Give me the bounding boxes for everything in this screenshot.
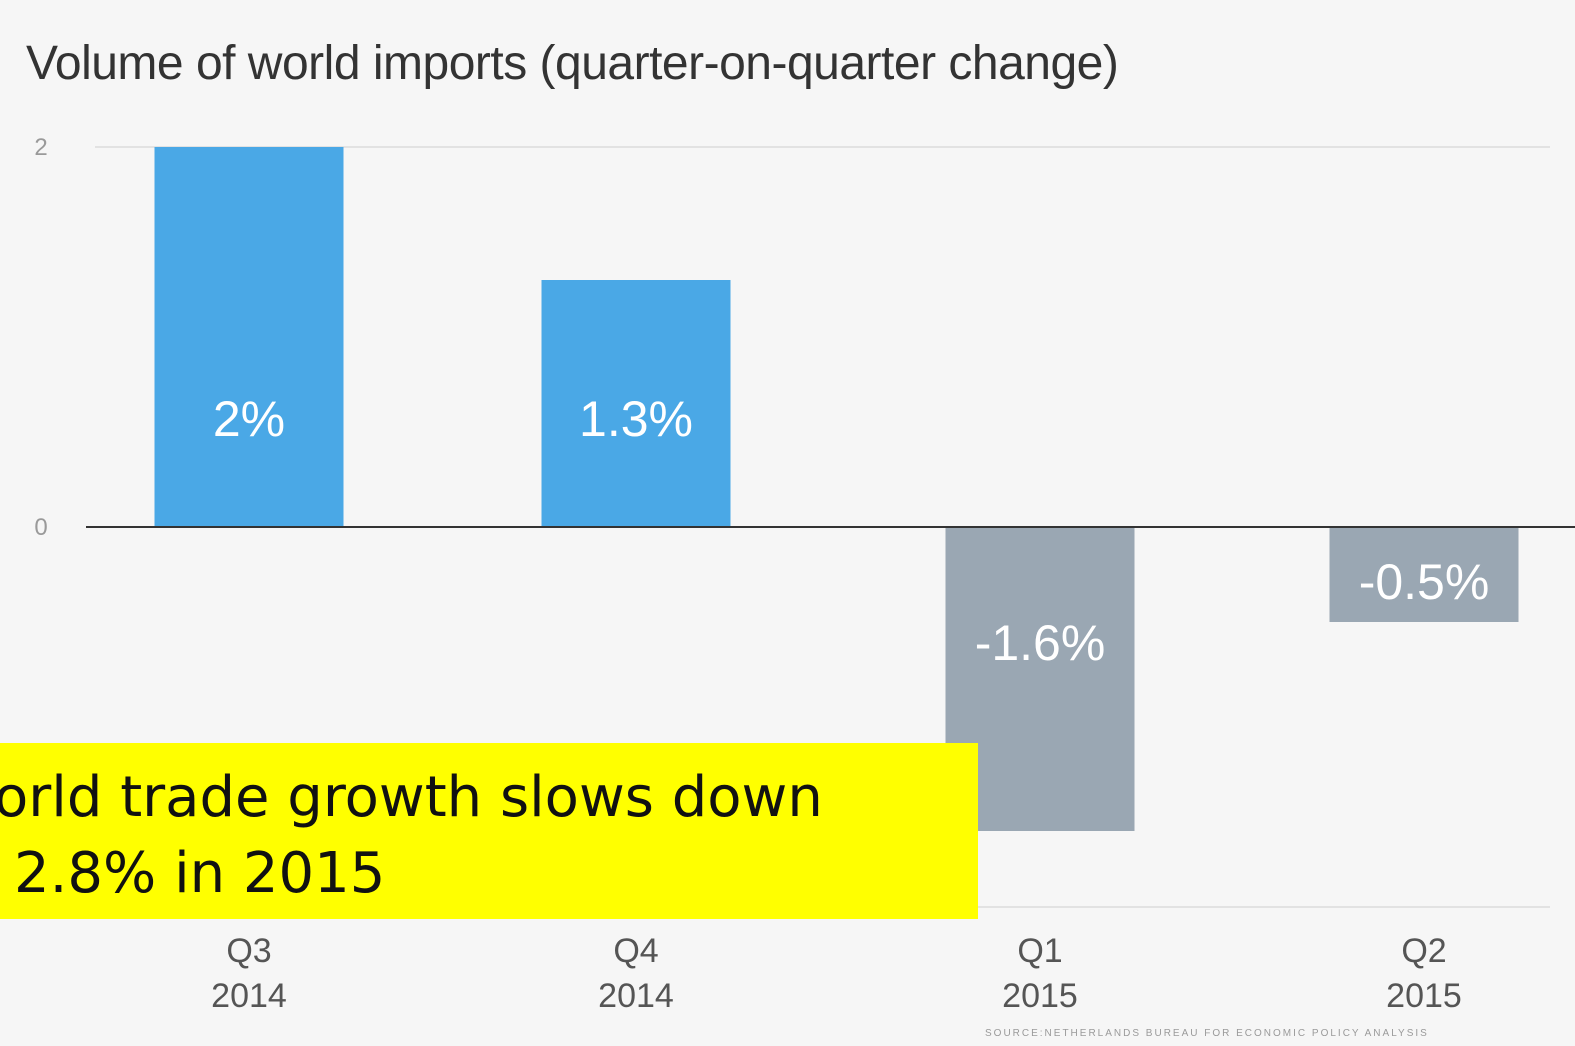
- y-tick-label-1: 0: [34, 514, 47, 541]
- headline-line-1: orld trade growth slows down: [0, 765, 823, 830]
- data-label-3: -0.5%: [1359, 554, 1490, 610]
- category-label-2-year: 2015: [1002, 977, 1078, 1015]
- data-label-0: 2%: [213, 391, 285, 447]
- category-label-3-year: 2015: [1386, 977, 1462, 1015]
- category-label-0-year: 2014: [211, 977, 287, 1015]
- data-label-1: 1.3%: [579, 391, 693, 447]
- category-label-1-year: 2014: [598, 977, 674, 1015]
- data-label-2: -1.6%: [975, 615, 1106, 671]
- category-label-1-quarter: Q4: [613, 932, 658, 970]
- chart-title: Volume of world imports (quarter-on-quar…: [26, 37, 1119, 90]
- bar-1: [541, 280, 731, 527]
- bar-3: [1329, 527, 1519, 622]
- headline-line-2: 2.8% in 2015: [14, 841, 386, 906]
- source-note: SOURCE:NETHERLANDS BUREAU FOR ECONOMIC P…: [985, 1028, 1429, 1039]
- headline-banner: orld trade growth slows down 2.8% in 201…: [0, 743, 978, 919]
- category-label-3-quarter: Q2: [1401, 932, 1446, 970]
- category-label-0-quarter: Q3: [226, 932, 271, 970]
- bar-0: [154, 147, 344, 527]
- y-tick-label-0: 2: [34, 134, 47, 161]
- category-label-2-quarter: Q1: [1017, 932, 1062, 970]
